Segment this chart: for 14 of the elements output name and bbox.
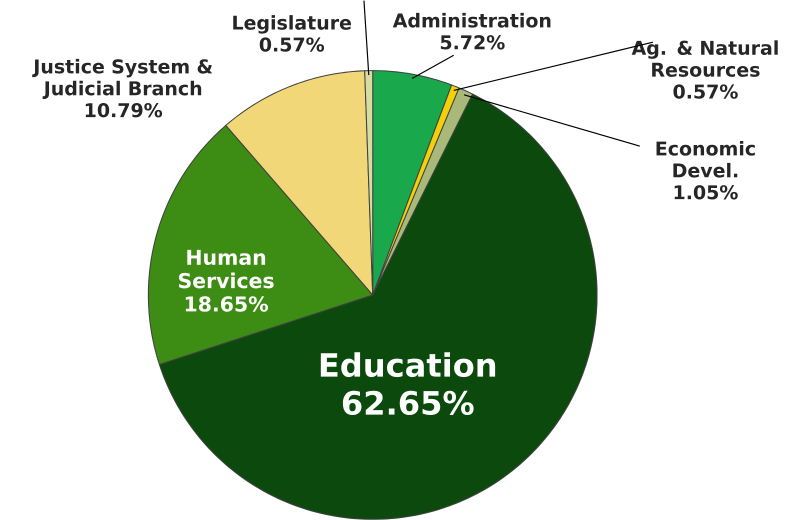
slice-label: Justice System & Judicial Branch [32,58,212,100]
slice-label: Economic Devel. [656,141,755,178]
data-label: 1.05% [674,185,738,200]
slice-label: Legislature [233,15,352,34]
slice-label: Human Services [178,250,274,288]
data-label: 10.79% [86,103,162,118]
slice-label: Ag. & Natural Resources [632,40,778,77]
data-label: 62.65% [342,390,474,416]
slice-label: Administration [392,12,550,28]
slice-label: Education [320,352,496,378]
data-label: 5.72% [440,35,505,50]
data-label: 0.57% [260,37,324,52]
data-label: 0.57% [673,84,738,99]
data-label: 18.65% [186,296,268,312]
